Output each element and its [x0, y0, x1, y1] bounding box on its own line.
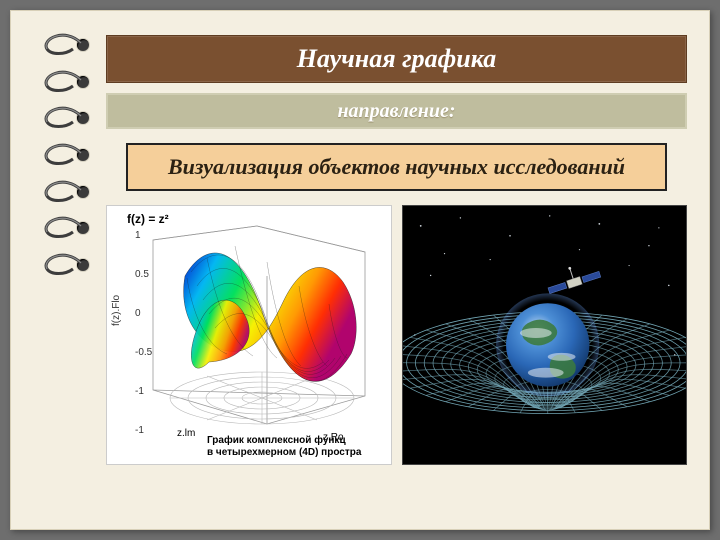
tick: -0.5	[135, 347, 152, 358]
slide-frame: Научная графика направление: Визуализаци…	[10, 10, 710, 530]
binder-ring	[45, 255, 89, 275]
slide-topic: Визуализация объектов научных исследован…	[168, 154, 625, 179]
topic-bar: Визуализация объектов научных исследован…	[126, 143, 667, 191]
binder-ring	[45, 182, 89, 202]
figure-spacetime	[402, 205, 688, 465]
spacetime-svg	[403, 206, 687, 464]
tick: 0.5	[135, 269, 152, 280]
binder-ring	[45, 145, 89, 165]
tick: 1	[135, 230, 152, 241]
slide-subtitle: направление:	[337, 100, 455, 123]
subtitle-bar: направление:	[106, 93, 687, 129]
binder-ring	[45, 218, 89, 238]
figures-row: f(z) = z² f(z).Flo 1 0.5 0 -0.5 -1 -1	[106, 205, 687, 465]
title-bar: Научная графика	[106, 35, 687, 83]
tick: -1	[135, 425, 152, 436]
x-axis-label-near: z.lm	[177, 428, 195, 439]
caption-line: График комплексной функц	[207, 435, 361, 448]
slide-title: Научная графика	[297, 44, 497, 74]
binder-ring	[45, 72, 89, 92]
figure-surface-3d: f(z) = z² f(z).Flo 1 0.5 0 -0.5 -1 -1	[106, 205, 392, 465]
y-ticks: 1 0.5 0 -0.5 -1 -1	[135, 230, 152, 436]
binder-ring	[45, 108, 89, 128]
formula-label: f(z) = z²	[127, 212, 169, 226]
y-axis-label: f(z).Flo	[111, 294, 122, 325]
figure-caption: График комплексной функц в четырехмерном…	[207, 435, 361, 460]
slide-content: Научная графика направление: Визуализаци…	[106, 35, 687, 509]
binder-ring	[45, 35, 89, 55]
tick: 0	[135, 308, 152, 319]
tick: -1	[135, 386, 152, 397]
spiral-binding	[45, 35, 91, 275]
caption-line: в четырехмерном (4D) простра	[207, 447, 361, 460]
